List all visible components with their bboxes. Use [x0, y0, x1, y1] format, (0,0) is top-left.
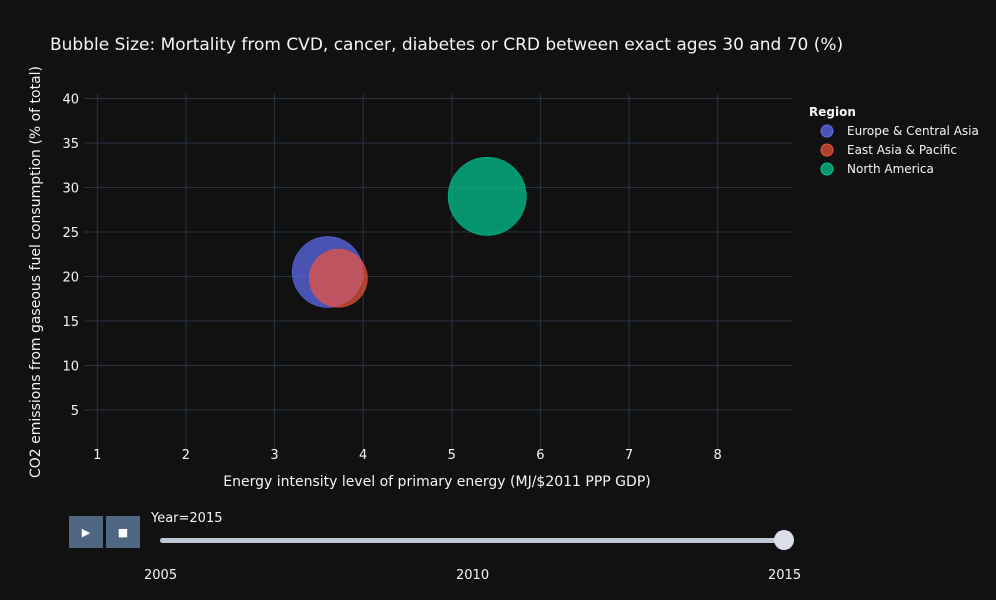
- stop-icon: ■: [117, 525, 129, 539]
- play-button[interactable]: ▶: [69, 516, 103, 548]
- legend-item-label[interactable]: Europe & Central Asia: [847, 124, 979, 138]
- x-tick-label: 6: [536, 448, 544, 463]
- legend-title: Region: [809, 105, 856, 119]
- chart-title: Bubble Size: Mortality from CVD, cancer,…: [50, 35, 843, 55]
- bubbles: [291, 156, 527, 308]
- legend: Region Europe & Central Asia East Asia & …: [809, 105, 979, 176]
- bubble-north-america[interactable]: [447, 156, 527, 236]
- y-tick-label: 5: [71, 404, 79, 419]
- x-axis-title: Energy intensity level of primary energy…: [223, 474, 650, 490]
- y-tick-label: 15: [62, 315, 79, 330]
- legend-marker[interactable]: [820, 124, 834, 138]
- play-icon: ▶: [81, 525, 91, 539]
- slider-step-label[interactable]: 2015: [768, 568, 802, 583]
- y-tick-label: 40: [62, 92, 79, 107]
- y-tick-label: 30: [62, 181, 79, 196]
- y-tick-label: 25: [62, 226, 79, 241]
- x-tick-label: 2: [182, 448, 190, 463]
- x-tick-label: 7: [625, 448, 633, 463]
- stop-button[interactable]: ■: [106, 516, 140, 548]
- x-tick-label: 4: [359, 448, 367, 463]
- slider-current-value: Year=2015: [151, 511, 223, 526]
- x-tick-label: 1: [93, 448, 101, 463]
- x-tick-label: 3: [270, 448, 278, 463]
- y-axis-title: CO2 emissions from gaseous fuel consumpt…: [28, 66, 44, 478]
- slider-step-label[interactable]: 2010: [456, 568, 490, 583]
- y-tick-label: 35: [62, 137, 79, 152]
- y-tick-label: 20: [62, 270, 79, 285]
- tick-labels: 1 2 3 4 5 6 7 8 5 10 15 20 25 30 35 40: [62, 92, 721, 463]
- y-tick-label: 10: [62, 359, 79, 374]
- x-tick-label: 5: [448, 448, 456, 463]
- grid: [84, 94, 793, 450]
- legend-marker[interactable]: [820, 162, 834, 176]
- legend-item-label[interactable]: North America: [847, 162, 934, 176]
- slider-step-label[interactable]: 2005: [144, 568, 178, 583]
- year-slider-handle[interactable]: [774, 530, 794, 550]
- legend-item-label[interactable]: East Asia & Pacific: [847, 143, 957, 157]
- x-tick-label: 8: [714, 448, 722, 463]
- legend-marker[interactable]: [820, 143, 834, 157]
- year-slider-track[interactable]: [160, 538, 784, 543]
- bubble-east-asia-pacific[interactable]: [308, 248, 368, 308]
